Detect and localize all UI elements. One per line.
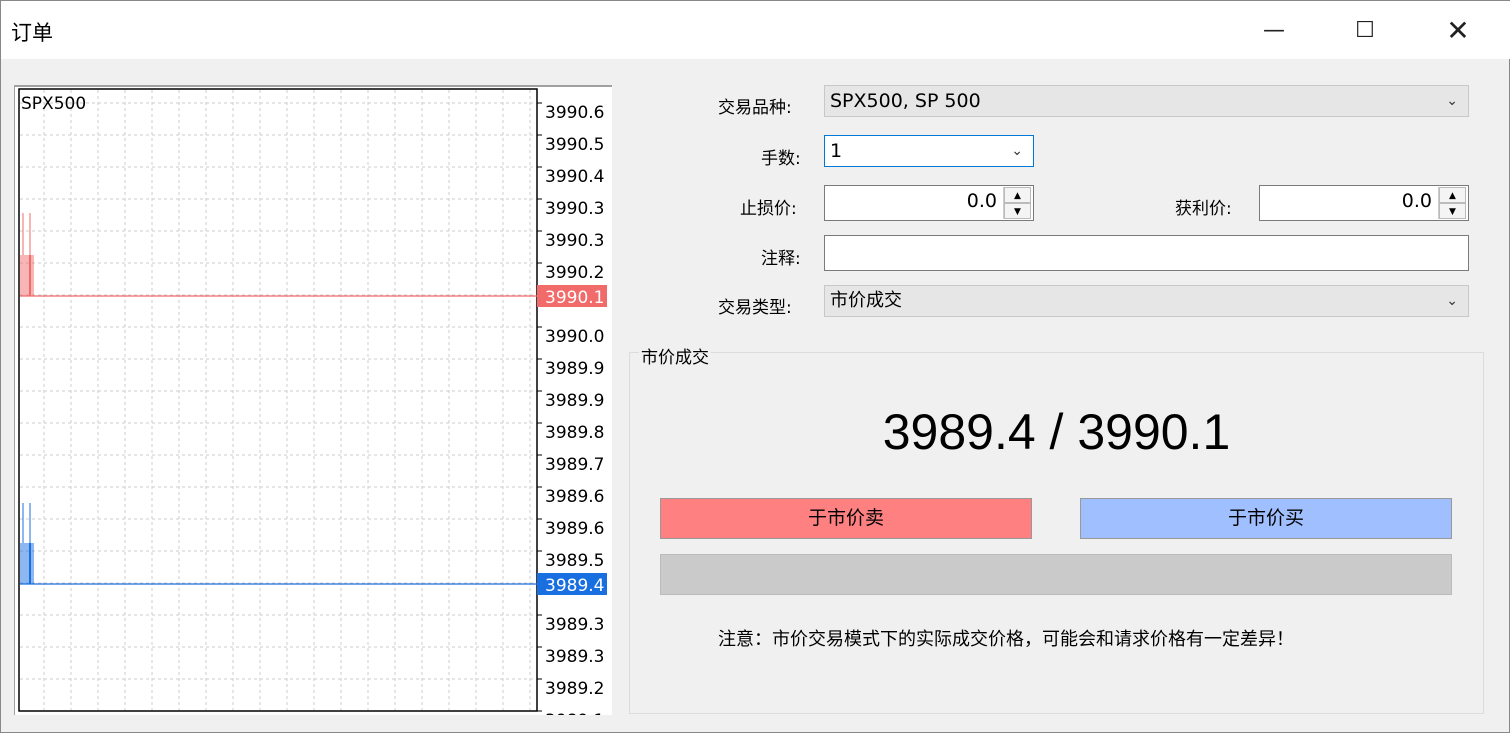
group-title: 市价成交	[639, 343, 711, 368]
volume-select[interactable]: 1 ⌄	[824, 135, 1034, 167]
axis-label: 3990.3	[545, 199, 604, 219]
symbol-select[interactable]: SPX500, SP 500 ⌄	[824, 85, 1469, 117]
progress-bar	[660, 554, 1452, 595]
axis-label: 3989.6	[545, 519, 604, 539]
tp-input[interactable]: 0.0 ▲ ▼	[1259, 185, 1469, 221]
sl-input[interactable]: 0.0 ▲ ▼	[824, 185, 1034, 221]
buy-button[interactable]: 于市价买	[1080, 498, 1452, 539]
note-text: 注意：市价交易模式下的实际成交价格，可能会和请求价格有一定差异！	[718, 629, 1294, 650]
axis-label: 3989.9	[545, 391, 604, 411]
axis-label: 3989.2	[545, 679, 604, 699]
type-select[interactable]: 市价成交 ⌄	[824, 285, 1469, 317]
chart-svg: 3990.6 3990.5 3990.4 3990.3 3990.3 3990.2 3990…	[18, 88, 607, 715]
comment-input[interactable]	[824, 235, 1469, 271]
minimize-icon[interactable]: —	[1263, 18, 1285, 43]
axis-label: 3989.7	[545, 455, 604, 475]
axis-label: 3989.5	[545, 551, 604, 571]
bid-price-box	[537, 573, 607, 595]
window-title: 订单	[11, 21, 53, 45]
symbol-value: SPX500, SP 500	[830, 90, 981, 112]
spin-up-icon[interactable]: ▲	[1439, 187, 1466, 203]
axis-label: 3989.9	[545, 359, 604, 379]
plot-frame	[18, 88, 538, 712]
axis-label: 3989.8	[545, 423, 604, 443]
chevron-down-icon: ⌄	[1446, 293, 1458, 309]
spin-down-icon[interactable]: ▼	[1439, 203, 1466, 219]
type-value: 市价成交	[830, 290, 902, 311]
bid-price-label: 3989.4	[545, 576, 604, 596]
ask-price-box	[537, 285, 607, 307]
quote-text: 3989.4 / 3990.1	[882, 404, 1231, 460]
comment-label: 注释:	[761, 249, 801, 269]
spin-up-icon[interactable]: ▲	[1004, 187, 1031, 203]
type-label: 交易类型:	[718, 298, 792, 318]
axis-label: 3990.6	[545, 103, 604, 123]
sl-spinner[interactable]: ▲ ▼	[1003, 187, 1031, 219]
close-icon[interactable]: ✕	[1446, 14, 1470, 47]
volume-value: 1	[830, 140, 843, 162]
axis-label: 3989.1	[545, 711, 604, 715]
tp-value: 0.0	[1401, 190, 1432, 212]
title-bar: 订单 — ☐ ✕	[1, 1, 1510, 59]
axis-label: 3990.0	[545, 327, 604, 347]
sl-label: 止损价:	[740, 199, 797, 219]
axis-label: 3990.5	[545, 135, 604, 155]
spin-down-icon[interactable]: ▼	[1004, 203, 1031, 219]
chart-symbol: SPX500	[21, 94, 87, 114]
price-chart: 3990.6 3990.5 3990.4 3990.3 3990.3 3990.2 3990…	[14, 85, 612, 715]
symbol-label: 交易品种:	[718, 98, 792, 118]
tp-label: 获利价:	[1175, 199, 1232, 219]
tp-spinner[interactable]: ▲ ▼	[1438, 187, 1466, 219]
market-execution-group	[629, 352, 1484, 714]
axis-label: 3990.4	[545, 167, 604, 187]
axis-label: 3989.3	[545, 615, 604, 635]
volume-label: 手数:	[761, 149, 801, 169]
sl-value: 0.0	[966, 190, 997, 212]
ask-price-label: 3990.1	[545, 288, 604, 308]
axis-label: 3990.3	[545, 231, 604, 251]
maximize-icon[interactable]: ☐	[1355, 18, 1375, 43]
chevron-down-icon: ⌄	[1011, 143, 1023, 159]
axis-label: 3989.3	[545, 647, 604, 667]
axis-label: 3990.2	[545, 263, 604, 283]
axis-label: 3989.6	[545, 487, 604, 507]
chevron-down-icon: ⌄	[1446, 93, 1458, 109]
sell-button[interactable]: 于市价卖	[660, 498, 1032, 539]
